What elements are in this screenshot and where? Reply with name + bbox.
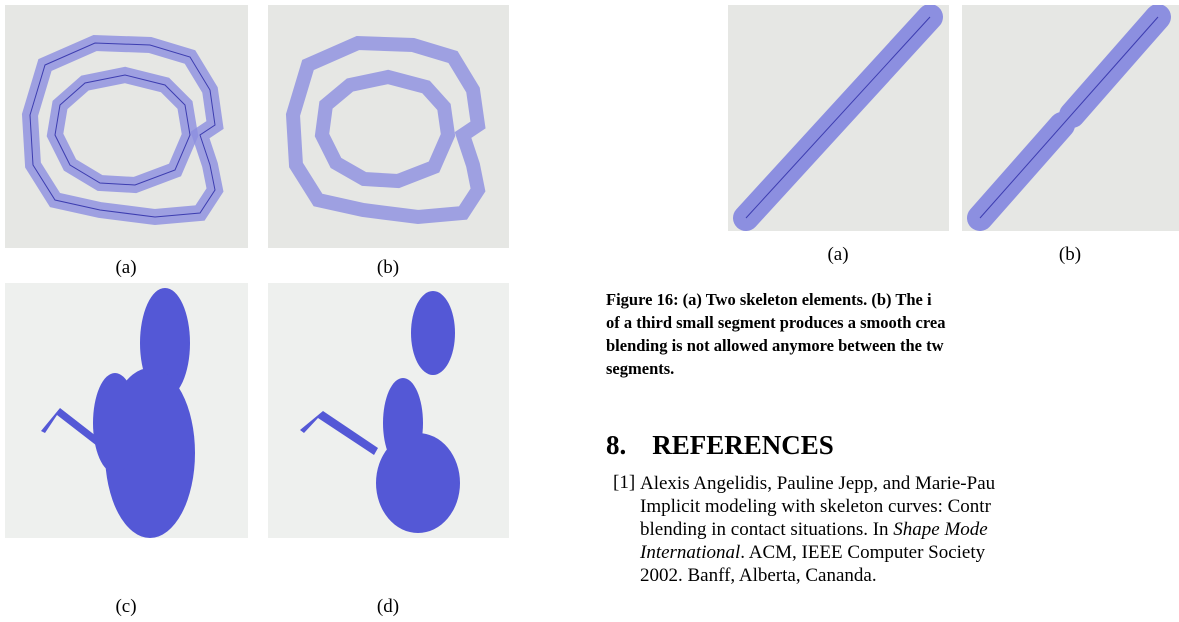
text: blending in contact situations. In: [640, 519, 893, 540]
text: Alexis Angelidis, Pauline Jepp, and Mari…: [640, 473, 995, 494]
subfigure-label: (c): [96, 596, 156, 618]
venue: Shape Mode: [893, 519, 987, 540]
reference-text: Alexis Angelidis, Pauline Jepp, and Mari…: [640, 472, 995, 587]
section-title: REFERENCES: [652, 430, 834, 460]
reference-number: [1]: [613, 472, 635, 494]
subfigure-label: (b): [1040, 244, 1100, 266]
subfigure-label: (d): [358, 596, 418, 618]
text: Implicit modeling with skeleton curves: …: [640, 496, 991, 517]
reference-line: International. ACM, IEEE Computer Societ…: [640, 541, 995, 564]
reference-line: blending in contact situations. In Shape…: [640, 518, 995, 541]
reference-line: Alexis Angelidis, Pauline Jepp, and Mari…: [640, 472, 995, 495]
skeleton-loop-image: [268, 5, 509, 248]
text: . ACM, IEEE Computer Society: [740, 542, 985, 563]
text: 2002. Banff, Alberta, Cananda.: [640, 565, 877, 586]
section-number: 8.: [606, 430, 626, 460]
caption-line: blending is not allowed anymore between …: [606, 334, 945, 357]
venue: International: [640, 542, 740, 563]
subfigure-label: (b): [358, 257, 418, 279]
page: (a) (b) (c) (d) (a) (b) Figure 16: (a) T…: [0, 0, 1179, 622]
section-heading: 8. REFERENCES: [606, 430, 834, 461]
character-model-image: [5, 283, 248, 538]
subfigure-label: (a): [96, 257, 156, 279]
skeleton-loop-image: [5, 5, 248, 248]
caption-line: segments.: [606, 357, 945, 380]
character-model-image: [268, 283, 509, 538]
caption-line: Figure 16: (a) Two skeleton elements. (b…: [606, 288, 945, 311]
reference-line: Implicit modeling with skeleton curves: …: [640, 495, 995, 518]
figure-caption: Figure 16: (a) Two skeleton elements. (b…: [606, 288, 945, 380]
caption-line: of a third small segment produces a smoo…: [606, 311, 945, 334]
skeleton-elements-image: [962, 5, 1179, 231]
subfigure-label: (a): [808, 244, 868, 266]
skeleton-elements-image: [728, 5, 949, 231]
reference-line: 2002. Banff, Alberta, Cananda.: [640, 564, 995, 587]
